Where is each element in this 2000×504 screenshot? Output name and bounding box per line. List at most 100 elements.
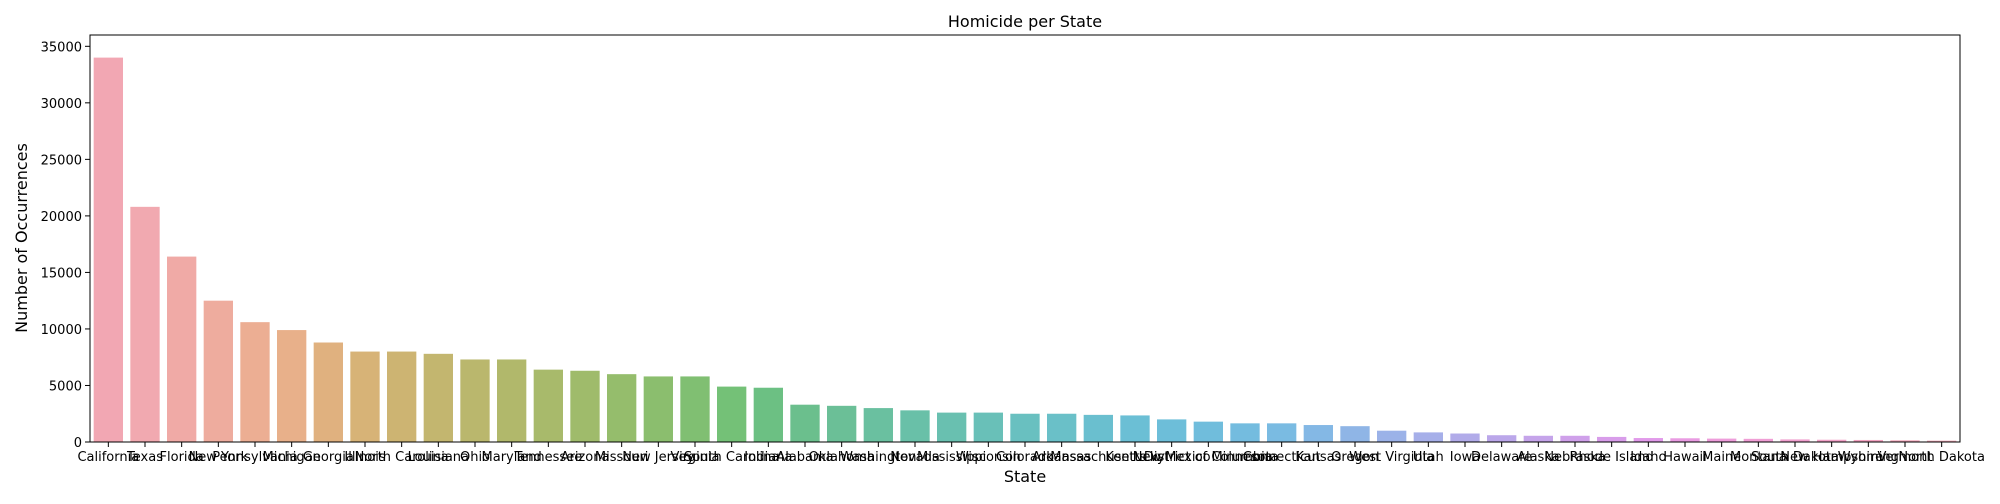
- x-tick-label: Oklahoma: [809, 450, 875, 465]
- bar-wyoming: [1853, 439, 1883, 442]
- x-axis-label: State: [1004, 467, 1046, 486]
- bar-kentucky: [1120, 415, 1150, 442]
- x-tick-label: Maine: [1702, 450, 1741, 465]
- bar-arizona: [570, 370, 600, 442]
- bar-georgia: [313, 342, 343, 442]
- bar-maryland: [497, 359, 527, 442]
- x-tick-label: North Dakota: [1898, 450, 1985, 465]
- x-tick-label: New York: [189, 450, 249, 465]
- bar-hawaii: [1670, 438, 1700, 442]
- x-tick-label: Illinois: [344, 450, 385, 465]
- x-tick-label: North Carolina: [355, 450, 449, 465]
- bar-florida: [167, 256, 197, 442]
- bar-tennessee: [533, 369, 563, 442]
- y-tick-label: 5000: [49, 379, 82, 394]
- bar-new-jersey: [643, 376, 673, 442]
- x-tick-label: Georgia: [303, 450, 354, 465]
- bar-indiana: [753, 387, 783, 442]
- x-tick-label: Florida: [160, 450, 204, 465]
- x-tick-label: District of Columbia: [1144, 450, 1273, 465]
- bar-rhode-island: [1597, 436, 1627, 442]
- x-tick-label: New Jersey: [622, 450, 694, 465]
- x-tick-label: Louisiana: [408, 450, 469, 465]
- x-tick-label: Wyoming: [1838, 450, 1899, 465]
- x-tick-label: South Dakota: [1751, 450, 1839, 465]
- x-tick-label: Rhode Island: [1570, 450, 1654, 465]
- x-tick-label: Maryland: [482, 450, 542, 465]
- x-tick-label: West Virginia: [1349, 450, 1434, 465]
- bar-district-of-columbia: [1193, 421, 1223, 442]
- bar-mississippi: [937, 412, 967, 442]
- x-tick-label: Wisconsin: [956, 450, 1021, 465]
- x-tick-label: Kentucky: [1105, 450, 1165, 465]
- x-tick-label: Pennsylvania: [212, 450, 297, 465]
- y-axis-label: Number of Occurrences: [12, 143, 31, 333]
- bar-maine: [1707, 438, 1737, 442]
- bar-north-carolina: [387, 351, 417, 442]
- y-tick-label: 15000: [41, 266, 82, 281]
- bar-south-carolina: [717, 386, 747, 442]
- bar-north-dakota: [1927, 440, 1957, 442]
- x-tick-label: Tennessee: [513, 450, 582, 465]
- x-tick-label: Oregon: [1331, 450, 1379, 465]
- x-tick-label: Michigan: [263, 450, 321, 465]
- x-tick-label: Idaho: [1630, 450, 1666, 465]
- x-tick-label: Montana: [1730, 450, 1787, 465]
- x-tick-label: New Mexico: [1133, 450, 1211, 465]
- chart-title: Homicide per State: [948, 12, 1102, 31]
- bar-kansas: [1303, 425, 1333, 442]
- bar-illinois: [350, 351, 380, 442]
- x-tick-label: Massachusetts: [1050, 450, 1146, 465]
- bar-montana: [1743, 438, 1773, 442]
- x-tick-label: Arizona: [561, 450, 610, 465]
- bar-missouri: [607, 374, 637, 442]
- x-tick-label: Nevada: [890, 450, 940, 465]
- x-tick-label: Arkansas: [1032, 450, 1091, 465]
- bar-alaska: [1523, 435, 1553, 442]
- x-tick-label: Missouri: [595, 450, 649, 465]
- x-tick-label: Kansas: [1295, 450, 1341, 465]
- y-tick-label: 0: [74, 436, 82, 451]
- x-tick-label: Vermont: [1878, 450, 1933, 465]
- bar-pennsylvania: [240, 322, 270, 442]
- x-tick-label: Indiana: [744, 450, 792, 465]
- bar-nevada: [900, 410, 930, 442]
- bar-arkansas: [1047, 413, 1077, 442]
- x-tick-label: Alaska: [1517, 450, 1560, 465]
- x-tick-label: Delaware: [1471, 450, 1532, 465]
- y-tick-label: 25000: [41, 153, 82, 168]
- x-tick-label: Alabama: [776, 450, 833, 465]
- x-tick-label: Hawaii: [1663, 450, 1707, 465]
- bar-michigan: [277, 330, 307, 442]
- y-tick-label: 30000: [41, 97, 82, 112]
- bar-wisconsin: [973, 412, 1003, 442]
- x-tick-label: Utah: [1413, 450, 1444, 465]
- x-tick-label: Colorado: [996, 450, 1054, 465]
- bar-west-virginia: [1377, 430, 1407, 442]
- bars-group: [93, 57, 1957, 443]
- bar-louisiana: [423, 353, 453, 442]
- x-tick-label: Nebraska: [1544, 450, 1605, 465]
- bar-new-york: [203, 300, 233, 442]
- bar-south-dakota: [1780, 439, 1810, 442]
- bar-idaho: [1633, 438, 1663, 442]
- bar-virginia: [680, 376, 710, 442]
- x-tick-label: New Hampshire: [1780, 450, 1883, 465]
- bar-vermont: [1890, 440, 1920, 442]
- bar-delaware: [1487, 435, 1517, 442]
- bar-colorado: [1010, 413, 1040, 442]
- bar-minnesota: [1230, 423, 1260, 442]
- bar-new-hampshire: [1817, 439, 1847, 442]
- x-tick-label: South Carolina: [684, 450, 779, 465]
- bar-nebraska: [1560, 435, 1590, 442]
- bar-oregon: [1340, 426, 1370, 442]
- x-tick-label: California: [77, 450, 139, 465]
- bar-new-mexico: [1157, 419, 1187, 442]
- x-tick-label: Washington: [840, 450, 916, 465]
- y-tick-label: 10000: [41, 323, 82, 338]
- x-tick-label: Iowa: [1450, 450, 1480, 465]
- bar-utah: [1413, 432, 1443, 442]
- bar-connecticut: [1267, 423, 1297, 442]
